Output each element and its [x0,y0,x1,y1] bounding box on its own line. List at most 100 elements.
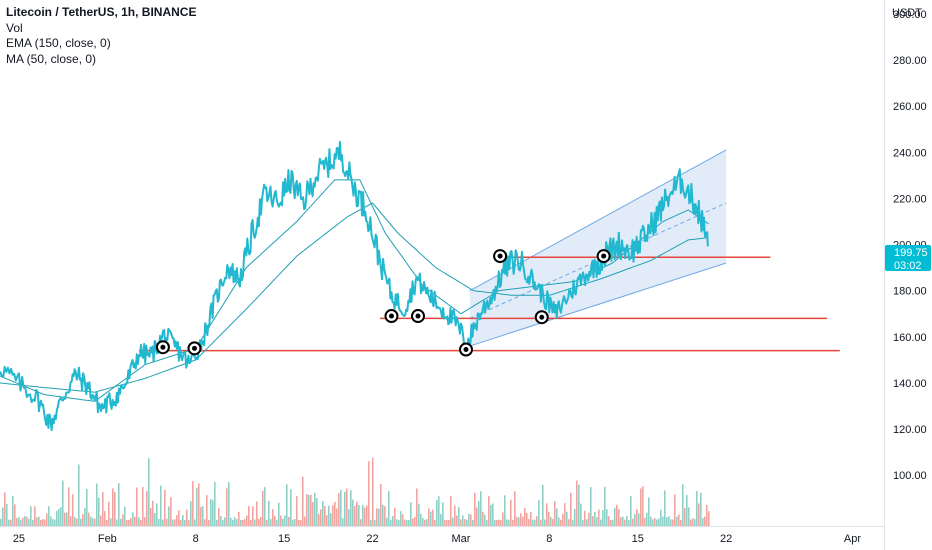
volume-bar [324,506,326,526]
volume-bar [400,511,402,526]
pivot-marker-dot [160,344,166,350]
volume-bar [18,517,20,526]
volume-bar [482,511,484,526]
volume-bar [46,513,48,526]
volume-bar [246,515,248,526]
volume-bar [278,502,280,526]
volume-bar [598,509,600,526]
volume-bar [208,520,210,526]
volume-bar [630,495,632,526]
price-line [0,140,709,432]
volume-bar [82,514,84,526]
volume-bar [100,515,102,526]
price-tick-label: 140.00 [893,378,927,390]
pivot-marker-dot [463,347,469,353]
volume-bar [352,499,354,526]
volume-bar [372,457,374,526]
symbol-title[interactable]: Litecoin / TetherUS, 1h, BINANCE [6,5,197,19]
volume-bar [238,511,240,526]
volume-bar [48,506,50,526]
volume-indicator-label[interactable]: Vol [6,20,23,35]
pivot-marker-dot [415,313,421,319]
volume-bar [658,518,660,526]
volume-bar [644,517,646,526]
volume-bar [132,512,134,526]
volume-bar [130,518,132,526]
volume-bar [580,503,582,526]
volume-bar [494,519,496,526]
volume-bar [190,501,192,526]
volume-bar [544,519,546,526]
volume-bar [60,507,62,526]
time-axis[interactable]: 25 Feb 8 15 22 Mar 8 15 22 Apr [13,533,862,545]
pivot-marker-dot [497,253,503,259]
pivot-marker [596,249,611,264]
volume-bar [244,519,246,526]
volume-bar [414,516,416,526]
volume-bar [456,515,458,526]
volume-bar [602,510,604,526]
volume-bar [152,500,154,526]
volume-bar [92,518,94,526]
volume-bar [212,500,214,526]
volume-bar [402,514,404,526]
volume-bar [588,512,590,526]
volume-bar [656,519,658,526]
volume-bar [690,519,692,526]
ema-indicator-label[interactable]: EMA (150, close, 0) [6,36,111,50]
volume-bar [446,519,448,526]
pivot-marker-dot [191,345,197,351]
volume-bar [276,519,278,526]
volume-bar [396,519,398,526]
volume-bar [58,509,60,526]
volume-bar [122,514,124,526]
volume-bar [448,519,450,526]
volume-bar [76,518,78,526]
volume-bar [652,519,654,526]
volume-bar [222,519,224,526]
chart-legend: Litecoin / TetherUS, 1h, BINANCE Vol EMA… [6,5,196,67]
volume-bar [78,464,80,526]
volume-bar [454,505,456,526]
volume-bar [286,484,288,526]
volume-bar [480,491,482,526]
volume-bar [196,487,198,526]
volume-bar [68,487,70,526]
volume-bar [102,492,104,526]
price-tick-label: 120.00 [893,424,927,436]
volume-bar [664,490,666,526]
volume-bar [330,513,332,526]
volume-bar [74,517,76,526]
volume-bar [172,519,174,526]
volume-bar [42,519,44,526]
volume-bar [32,519,34,526]
volume-bar [566,511,568,526]
volume-bar [338,493,340,526]
volume-bar [56,510,58,526]
price-tick-label: 180.00 [893,286,927,298]
volume-bar [684,508,686,526]
volume-bar [542,484,544,526]
volume-bar [688,507,690,526]
volume-bar [252,506,254,526]
volume-bar [194,519,196,526]
volume-bar [570,492,572,526]
volume-bar [368,461,370,526]
volume-bar [96,483,98,526]
volume-bar [432,509,434,526]
time-tick-label: Feb [98,533,117,545]
volume-bar [162,519,164,526]
volume-bar [8,519,10,526]
volume-bar [234,517,236,526]
volume-bar [232,519,234,526]
volume-bar [420,513,422,526]
volume-bar [186,509,188,526]
volume-bar [704,516,706,526]
volume-bar [288,516,290,526]
ma-indicator-label[interactable]: MA (50, close, 0) [6,51,97,66]
volume-bar [592,516,594,526]
volume-bar [296,496,298,526]
volume-bar [428,508,430,526]
volume-bar [264,487,266,526]
